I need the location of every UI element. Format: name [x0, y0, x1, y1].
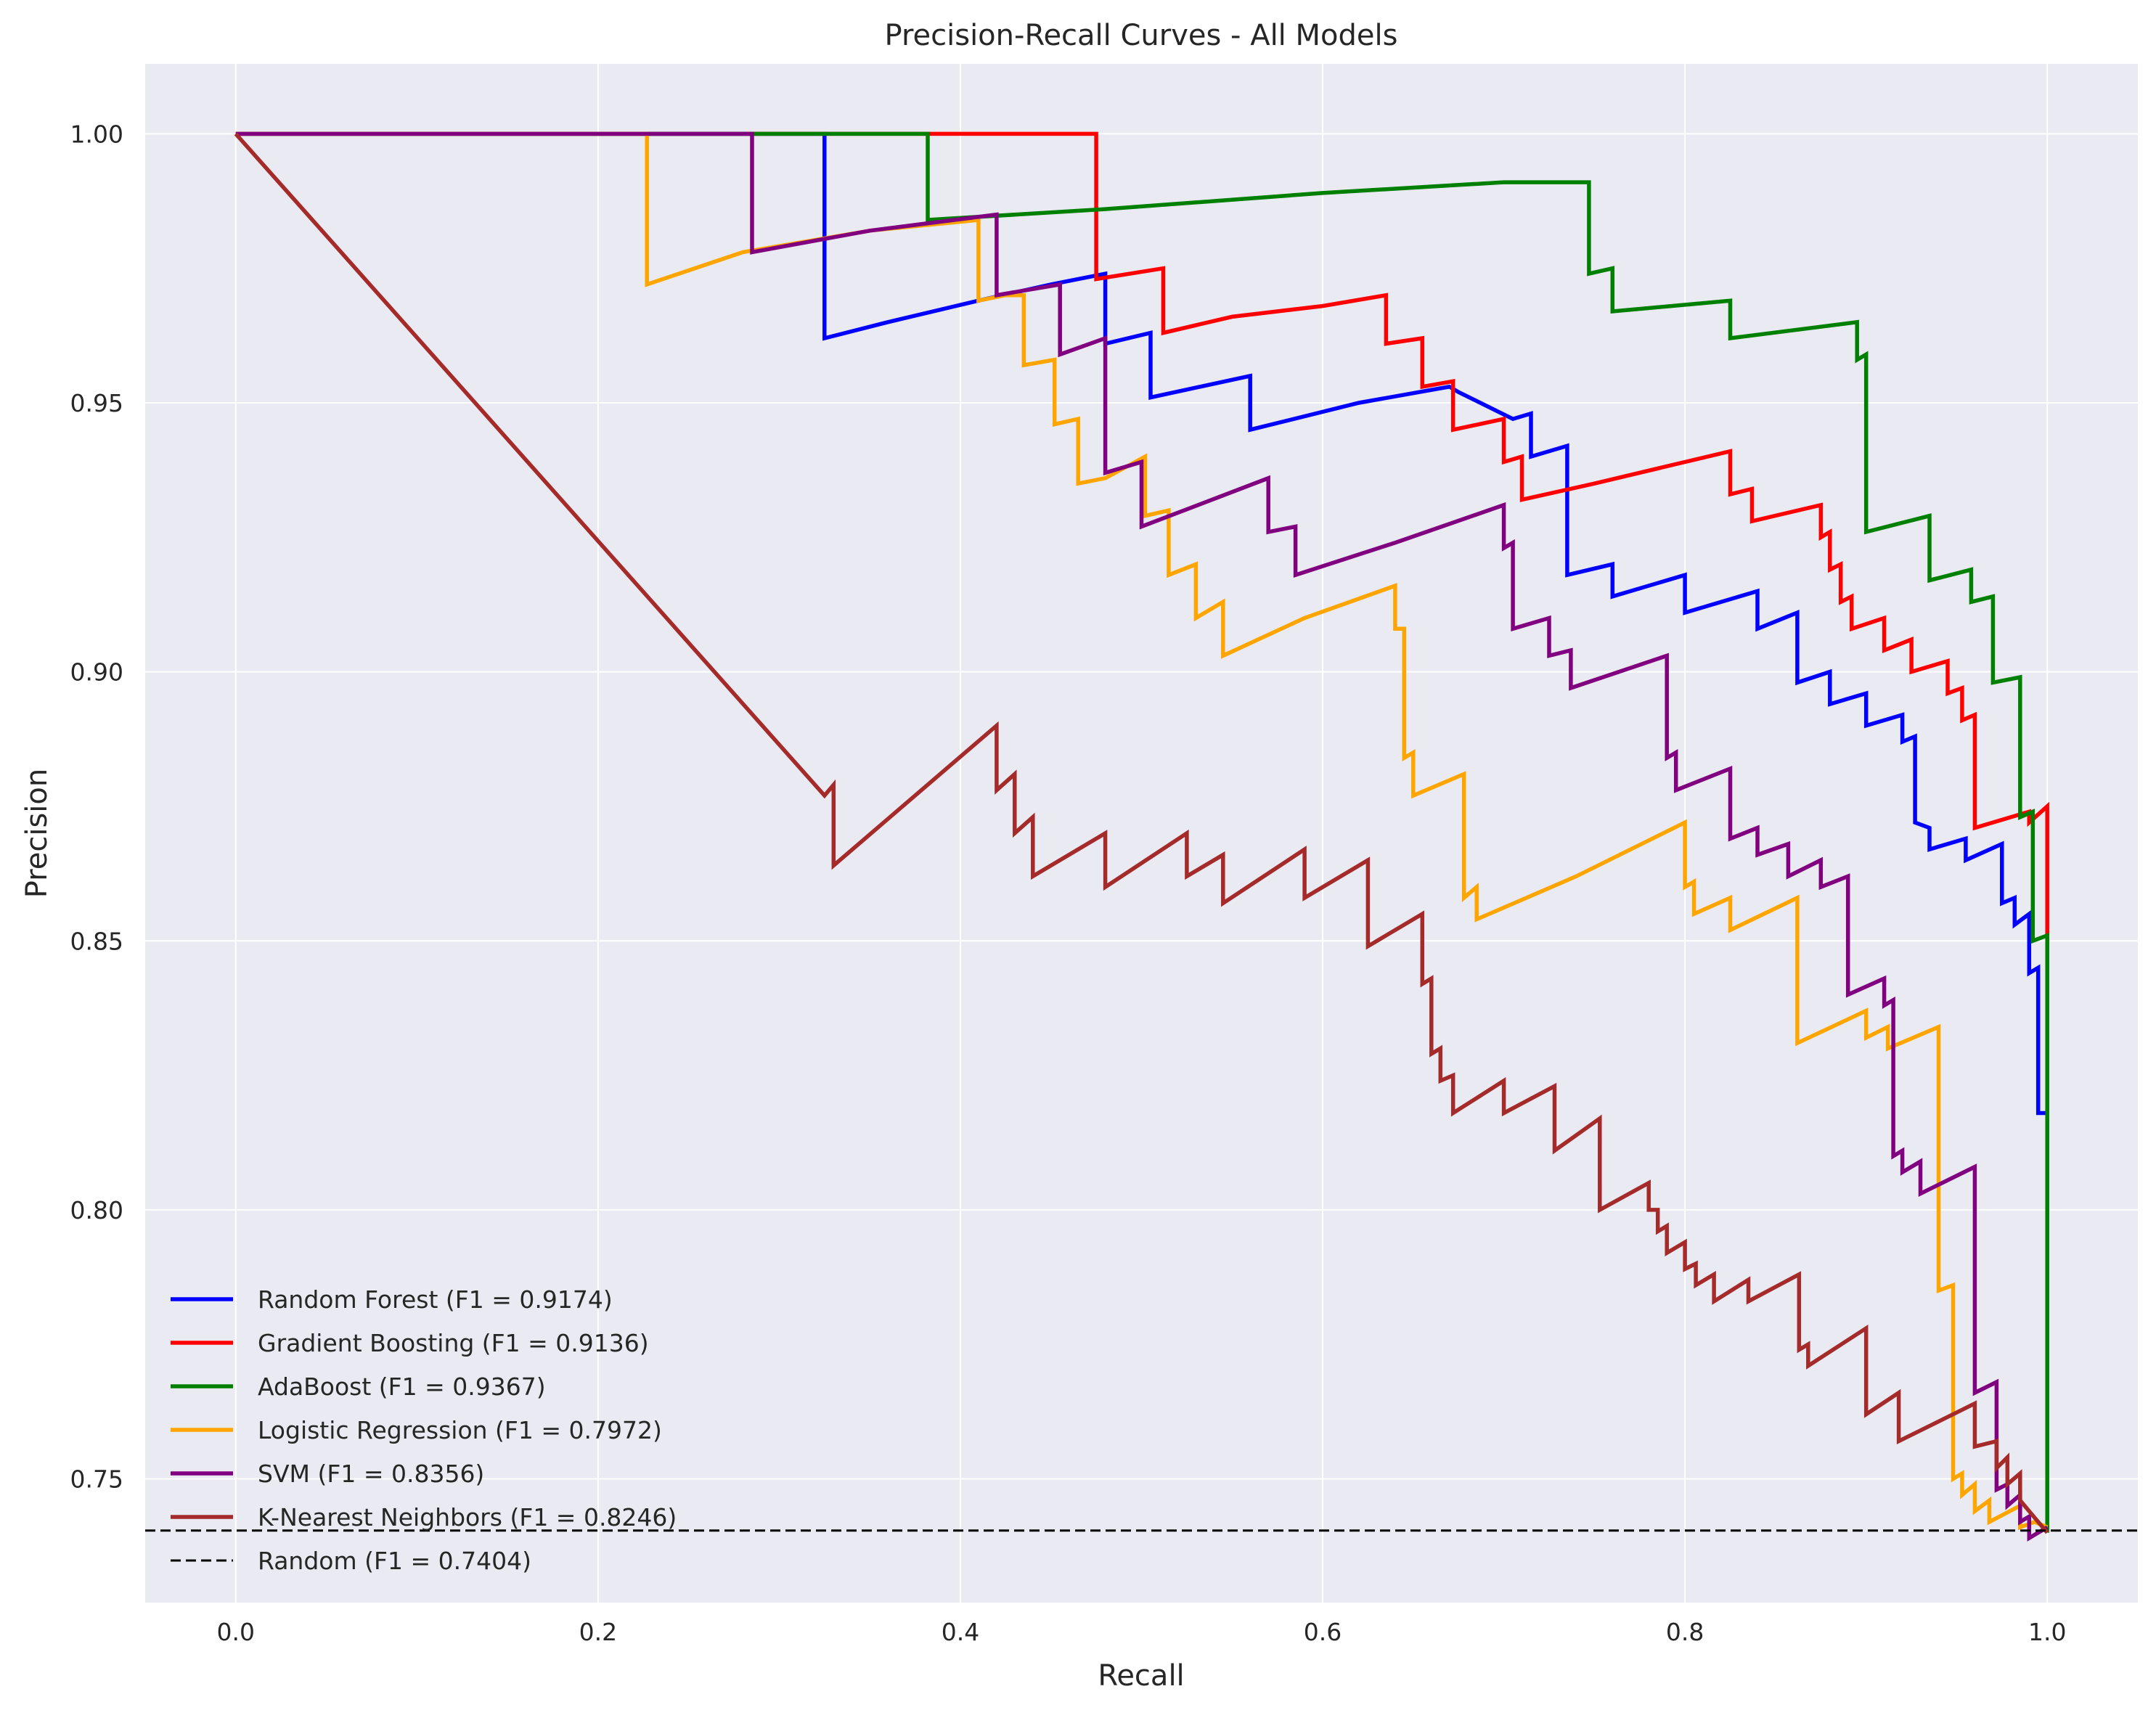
series-line-6: [234, 132, 2049, 1534]
y-tick-label: 0.85: [70, 927, 123, 955]
chart-title: Precision-Recall Curves - All Models: [885, 19, 1398, 52]
legend-entry-6: K-Nearest Neighbors (F1 = 0.8246): [258, 1503, 677, 1531]
legend-entry-5: SVM (F1 = 0.8356): [258, 1460, 484, 1488]
x-tick-label: 0.0: [217, 1618, 255, 1646]
legend-entry-2: Gradient Boosting (F1 = 0.9136): [258, 1329, 649, 1357]
series-line-2: [235, 131, 2049, 936]
x-tick-label: 0.8: [1666, 1618, 1704, 1646]
grid-lines: [145, 64, 2138, 1603]
series-line-4: [235, 131, 2049, 1531]
y-axis-label: Precision: [20, 769, 54, 898]
tick-labels: 0.0 0.2 0.4 0.6 0.8 1.0 0.75 0.80 0.85 0.90 0.95 1.…: [70, 120, 2067, 1646]
x-axis-label: Recall: [1098, 1659, 1184, 1693]
x-tick-label: 0.6: [1304, 1618, 1342, 1646]
plot-area: [145, 64, 2138, 1603]
legend-entry-3: AdaBoost (F1 = 0.9367): [258, 1373, 546, 1401]
y-tick-label: 0.95: [70, 389, 123, 417]
series-layer: [145, 131, 2138, 1542]
y-tick-label: 1.00: [70, 120, 123, 148]
y-tick-label: 0.80: [70, 1196, 123, 1224]
legend-entry-7: Random (F1 = 0.7404): [258, 1547, 531, 1575]
series-line-5: [235, 131, 2049, 1542]
y-tick-label: 0.75: [70, 1465, 123, 1494]
legend-entry-4: Logistic Regression (F1 = 0.7972): [258, 1416, 662, 1444]
y-tick-label: 0.90: [70, 658, 123, 687]
legend-entry-1: Random Forest (F1 = 0.9174): [258, 1285, 613, 1314]
x-tick-label: 0.4: [942, 1618, 979, 1646]
x-tick-label: 1.0: [2028, 1618, 2066, 1646]
legend: Random Forest (F1 = 0.9174) Gradient Boos…: [171, 1285, 677, 1575]
x-tick-label: 0.2: [579, 1618, 617, 1646]
series-line-1: [235, 131, 2048, 1116]
series-line-3: [235, 131, 2049, 1533]
